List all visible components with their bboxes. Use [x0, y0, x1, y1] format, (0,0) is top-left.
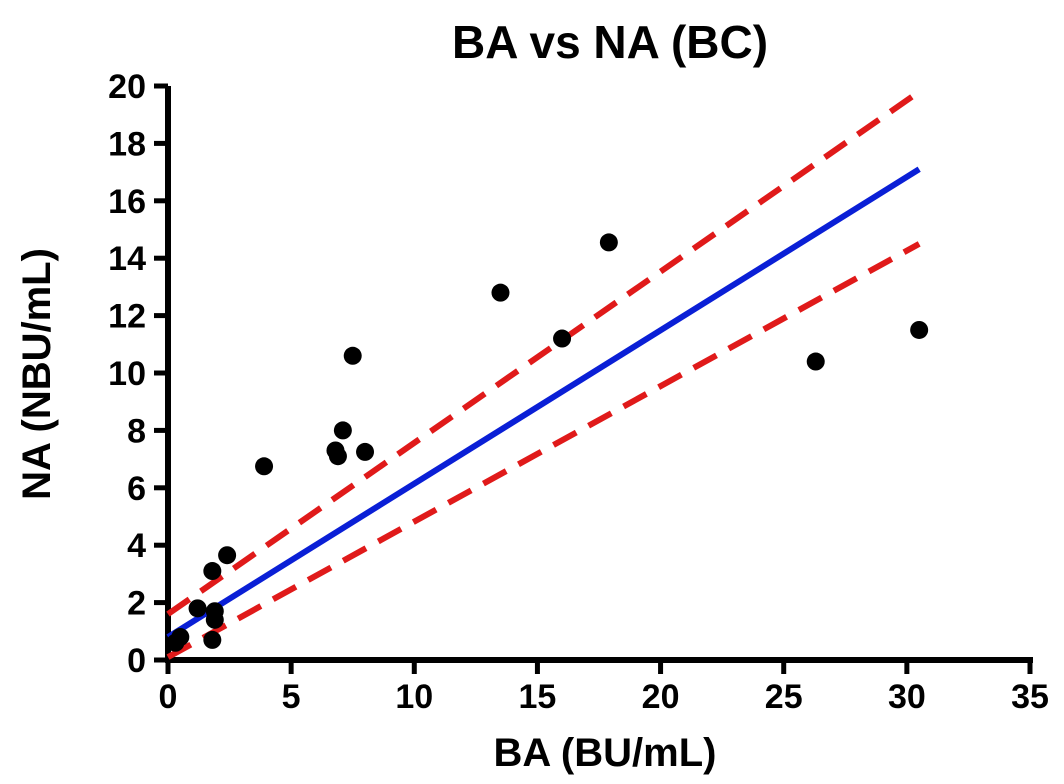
- y-axis-label: NA (NBU/mL): [15, 248, 59, 500]
- x-tick-label: 25: [765, 678, 803, 716]
- data-point: [910, 320, 929, 339]
- x-tick-label: 30: [888, 678, 926, 716]
- data-point: [203, 562, 222, 581]
- x-tick-label: 35: [1011, 678, 1049, 716]
- data-point: [333, 421, 352, 440]
- data-point: [806, 352, 825, 371]
- y-tick-label: 12: [108, 298, 146, 336]
- data-point: [553, 329, 572, 348]
- data-point: [255, 457, 274, 476]
- data-point: [188, 599, 207, 618]
- data-point: [218, 546, 237, 565]
- x-axis-label: BA (BU/mL): [494, 731, 717, 775]
- axes: [154, 83, 1033, 674]
- tick-labels: 0 2 4 6 8 10 12 14 16 18 20 0 5 10 15 20 25 30 35: [108, 68, 1049, 716]
- x-tick-label: 0: [159, 678, 178, 716]
- data-point: [171, 628, 190, 647]
- regression-fit-line: [166, 166, 921, 640]
- data-point: [205, 602, 224, 621]
- x-tick-label: 20: [642, 678, 680, 716]
- lower-confidence-line: [166, 241, 921, 660]
- chart-title: BA vs NA (BC): [452, 16, 768, 68]
- data-point: [356, 442, 375, 461]
- data-point: [599, 233, 618, 252]
- data-point: [343, 346, 362, 365]
- data-points: [166, 233, 929, 652]
- y-tick-label: 2: [127, 585, 146, 623]
- y-tick-label: 8: [127, 412, 146, 450]
- upper-confidence-line: [166, 89, 921, 617]
- x-tick-label: 5: [282, 678, 301, 716]
- y-tick-label: 10: [108, 355, 146, 393]
- regression-lines: [166, 89, 921, 660]
- y-tick-label: 14: [108, 240, 146, 278]
- y-tick-label: 16: [108, 183, 146, 221]
- x-tick-label: 10: [395, 678, 433, 716]
- data-point: [203, 630, 222, 649]
- y-tick-label: 4: [127, 527, 146, 565]
- y-tick-label: 18: [108, 125, 146, 163]
- y-tick-label: 0: [127, 642, 146, 680]
- data-point: [491, 283, 510, 302]
- y-tick-label: 6: [127, 470, 146, 508]
- data-point: [328, 447, 347, 466]
- x-tick-label: 15: [519, 678, 557, 716]
- y-tick-label: 20: [108, 68, 146, 106]
